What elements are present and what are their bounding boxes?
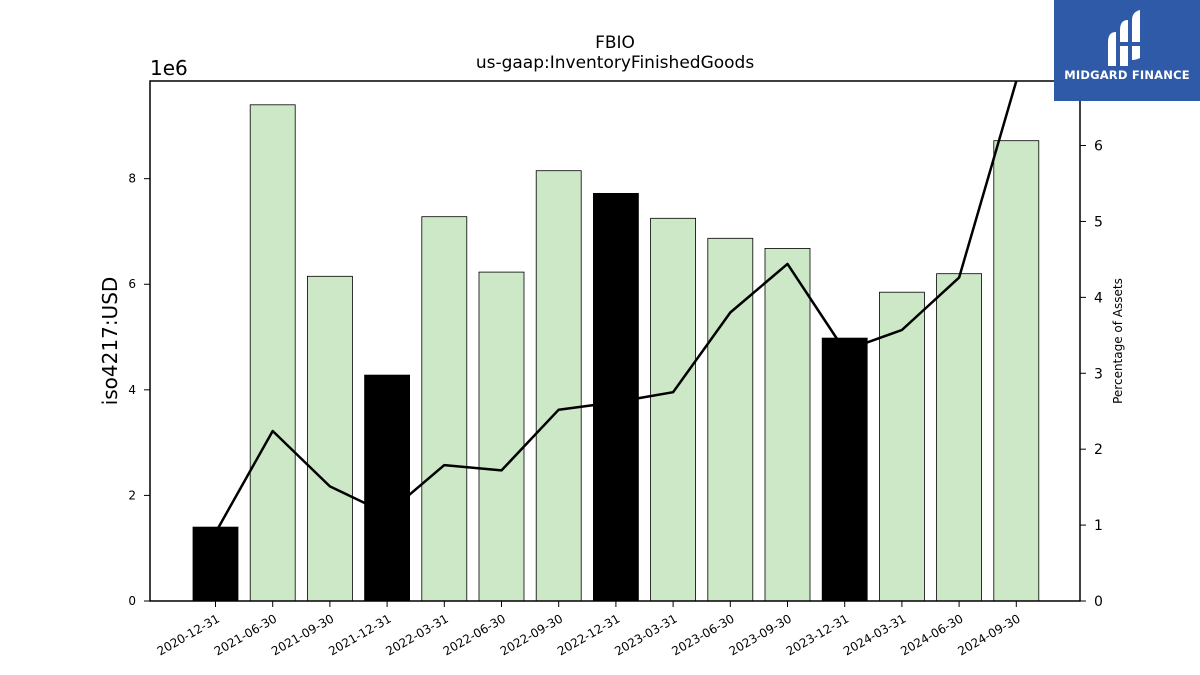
bar-2023-06-30 [707,237,754,602]
y-tick-label-left: 6 [128,277,136,291]
y-tick-label-left: 0 [128,594,136,608]
bar-2022-03-31 [421,216,468,602]
bar-2021-12-31 [364,374,411,602]
bar-2021-09-30 [306,275,353,602]
bar-2023-03-31 [650,217,696,602]
bar-2024-06-30 [936,273,982,602]
x-tick-label: 2022-12-31 [555,611,622,658]
bar-2023-12-31 [821,337,868,602]
y-tick-label-left: 8 [128,172,136,186]
x-tick-label: 2021-06-30 [212,611,279,658]
plot-frame [149,80,1081,602]
y-tick-label-left: 2 [128,488,136,502]
bar-2023-09-30 [764,247,811,602]
y-tick-label-left: 4 [128,383,136,397]
x-tick-label: 2023-12-31 [784,611,851,658]
y-tick-label-right: 1 [1094,518,1103,534]
bar-2022-12-31 [593,192,639,602]
y-tick-label-right: 4 [1094,290,1103,306]
y-tick-label-right: 6 [1094,139,1103,155]
x-tick-label: 2024-09-30 [955,611,1022,658]
y-tick-label-right: 2 [1094,442,1103,458]
x-tick-label: 2023-09-30 [727,611,794,658]
x-tick-label: 2024-06-30 [898,611,965,658]
chart-subtitle: us-gaap:InventoryFinishedGoods [476,53,755,73]
logo-text: MIDGARD FINANCE [1064,68,1190,82]
bar-series [192,104,1040,602]
chart-title: FBIO [595,33,635,53]
y-tick-label-right: 3 [1094,366,1103,382]
x-tick-label: 2023-03-31 [612,611,679,658]
x-tick-label: 2021-12-31 [326,611,393,658]
bar-2021-06-30 [249,104,296,602]
y-axis-label-right: Percentage of Assets [1111,278,1125,404]
brand-logo: MIDGARD FINANCE [1054,0,1200,101]
bar-2022-06-30 [478,271,525,602]
x-tick-label: 2020-12-31 [155,611,222,658]
y-axis-offset-label: 1e6 [150,56,188,80]
line-series [214,81,1018,534]
y-tick-label-right: 0 [1094,594,1103,610]
y-axis-label-left: iso4217:USD [98,277,122,406]
bar-2024-03-31 [879,291,925,602]
line-percentage-of-assets [214,81,1018,534]
x-tick-label: 2023-06-30 [669,611,736,658]
x-tick-label: 2022-03-31 [383,611,450,658]
logo-mark-icon [1108,10,1140,66]
x-tick-label: 2024-03-31 [841,611,908,658]
bar-2024-09-30 [993,140,1040,602]
x-tick-label: 2021-09-30 [269,611,336,658]
x-tick-label: 2022-06-30 [441,611,508,658]
bar-2020-12-31 [192,526,239,602]
y-tick-label-right: 5 [1094,214,1103,230]
x-tick-label: 2022-09-30 [498,611,565,658]
bar-2022-09-30 [535,170,582,602]
